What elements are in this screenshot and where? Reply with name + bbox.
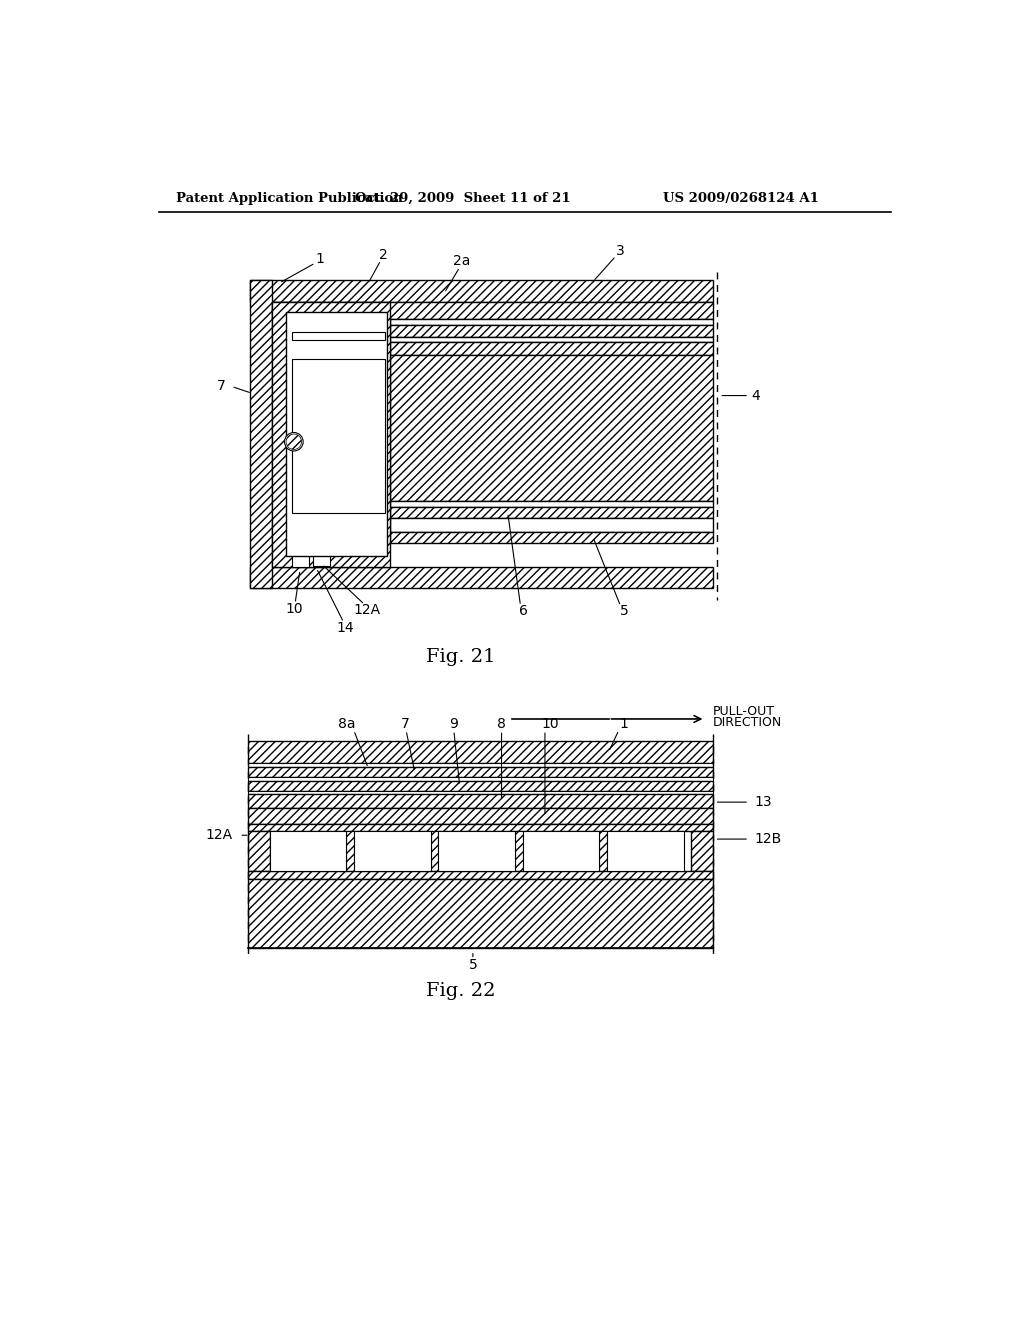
Bar <box>248 777 713 780</box>
Text: Fig. 22: Fig. 22 <box>427 982 496 999</box>
Text: 7: 7 <box>217 379 225 392</box>
Text: 1: 1 <box>620 717 629 731</box>
Text: PULL-OUT: PULL-OUT <box>713 705 775 718</box>
Text: 12A: 12A <box>206 828 232 842</box>
Text: 2: 2 <box>379 248 388 261</box>
Text: 9: 9 <box>450 717 458 731</box>
Bar <box>248 879 713 949</box>
Bar <box>286 313 387 556</box>
Text: Patent Application Publication: Patent Application Publication <box>176 191 402 205</box>
Text: 4: 4 <box>752 388 760 403</box>
Bar <box>292 546 308 566</box>
Bar <box>438 832 515 871</box>
Text: 14: 14 <box>336 622 354 635</box>
Bar <box>523 832 599 871</box>
Text: 12B: 12B <box>755 832 781 846</box>
Bar <box>390 342 713 355</box>
Bar <box>292 314 385 333</box>
Bar <box>390 325 713 337</box>
Bar <box>248 871 713 879</box>
Bar <box>390 502 713 507</box>
Bar <box>292 333 385 341</box>
Text: Fig. 21: Fig. 21 <box>427 648 496 667</box>
Text: Oct. 29, 2009  Sheet 11 of 21: Oct. 29, 2009 Sheet 11 of 21 <box>355 191 570 205</box>
Bar <box>248 742 713 763</box>
Bar <box>314 541 329 564</box>
Bar <box>354 832 431 871</box>
Bar <box>515 832 523 871</box>
Bar <box>390 355 713 502</box>
Bar <box>251 280 272 589</box>
Bar <box>251 280 713 302</box>
Bar <box>390 517 713 532</box>
Bar <box>248 795 713 808</box>
Bar <box>346 832 354 871</box>
Bar <box>292 341 385 359</box>
Bar <box>248 832 270 871</box>
Text: 13: 13 <box>755 795 772 809</box>
Text: 2a: 2a <box>453 253 470 268</box>
Bar <box>248 808 713 824</box>
Text: 10: 10 <box>542 717 559 731</box>
Text: 6: 6 <box>519 605 527 618</box>
Bar <box>248 767 713 777</box>
Text: US 2009/0268124 A1: US 2009/0268124 A1 <box>663 191 818 205</box>
Bar <box>248 792 713 795</box>
Text: 5: 5 <box>469 958 477 973</box>
Bar <box>313 540 331 566</box>
Text: DIRECTION: DIRECTION <box>713 717 782 730</box>
Text: 1: 1 <box>315 252 325 265</box>
Bar <box>251 566 713 589</box>
Bar <box>390 337 713 342</box>
Bar <box>390 318 713 325</box>
Bar <box>292 359 385 513</box>
Bar <box>607 832 684 871</box>
Bar <box>272 302 713 318</box>
Text: 3: 3 <box>615 244 625 257</box>
Bar <box>248 763 713 767</box>
Bar <box>691 832 713 871</box>
Text: 8a: 8a <box>338 717 355 731</box>
Bar <box>272 302 390 566</box>
Bar <box>390 507 713 517</box>
Bar <box>599 832 607 871</box>
Text: 12A: 12A <box>353 603 380 616</box>
Bar <box>390 532 713 543</box>
Bar <box>270 832 346 871</box>
Bar <box>431 832 438 871</box>
Text: 8: 8 <box>497 717 506 731</box>
Bar <box>248 780 713 792</box>
Text: 7: 7 <box>401 717 410 731</box>
Bar <box>248 824 713 832</box>
Bar <box>292 513 385 532</box>
Text: 10: 10 <box>286 602 303 616</box>
Circle shape <box>285 433 303 451</box>
Text: 5: 5 <box>620 605 629 618</box>
